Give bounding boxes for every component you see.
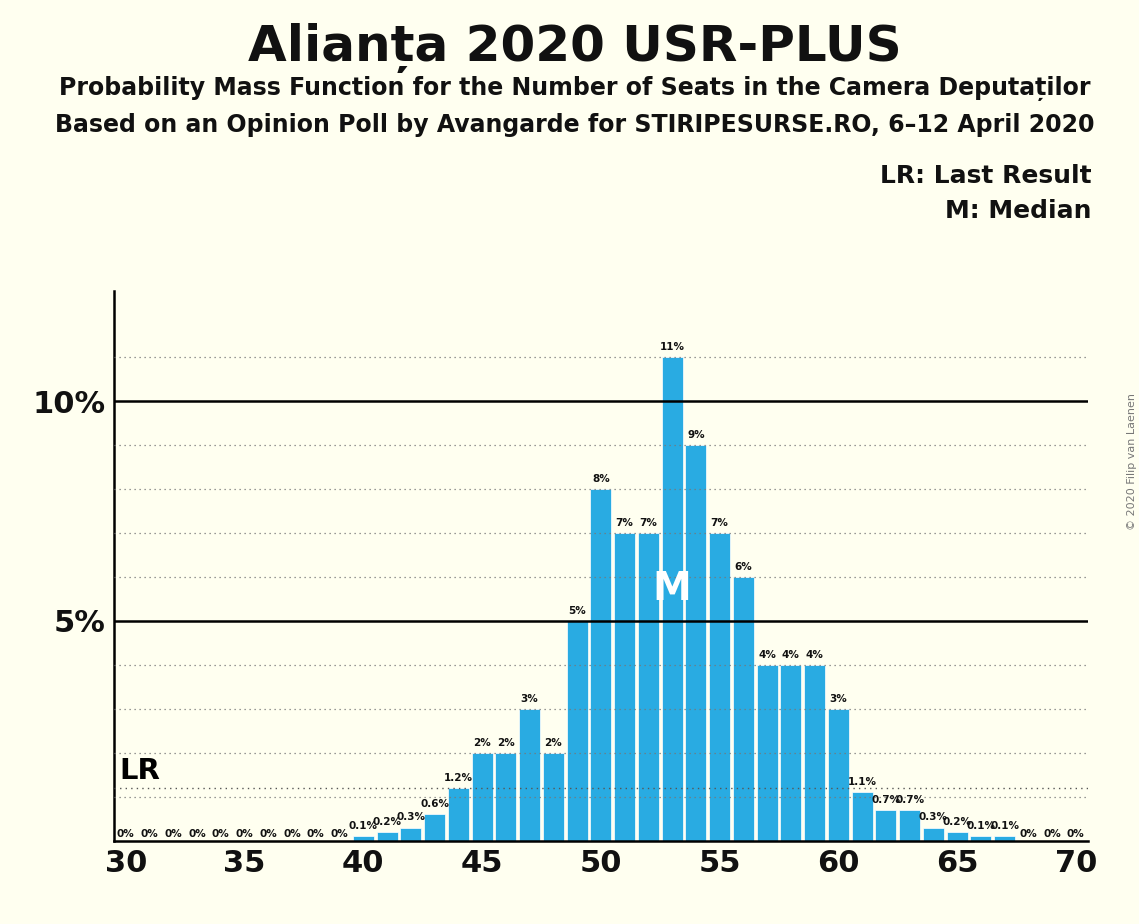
Text: M: Median: M: Median: [944, 199, 1091, 223]
Text: 2%: 2%: [497, 737, 515, 748]
Bar: [828, 709, 849, 841]
Text: 11%: 11%: [659, 342, 685, 352]
Text: Alianța 2020 USR-PLUS: Alianța 2020 USR-PLUS: [248, 23, 902, 73]
Text: 7%: 7%: [616, 517, 633, 528]
Text: Based on an Opinion Poll by Avangarde for STIRIPESURSE.RO, 6–12 April 2020: Based on an Opinion Poll by Avangarde fo…: [56, 113, 1095, 137]
Bar: [614, 533, 636, 841]
Text: 3%: 3%: [829, 694, 847, 703]
Bar: [400, 828, 421, 841]
Bar: [756, 665, 778, 841]
Bar: [804, 665, 825, 841]
Text: © 2020 Filip van Laenen: © 2020 Filip van Laenen: [1126, 394, 1137, 530]
Bar: [566, 621, 588, 841]
Text: 7%: 7%: [711, 517, 729, 528]
Text: 0%: 0%: [260, 829, 277, 839]
Text: 0%: 0%: [236, 829, 253, 839]
Bar: [448, 788, 469, 841]
Text: 8%: 8%: [592, 474, 609, 483]
Text: 1.2%: 1.2%: [444, 772, 473, 783]
Text: 0.7%: 0.7%: [895, 795, 924, 805]
Text: 9%: 9%: [687, 430, 705, 440]
Bar: [780, 665, 802, 841]
Text: LR: Last Result: LR: Last Result: [879, 164, 1091, 188]
Bar: [710, 533, 730, 841]
Text: 0%: 0%: [117, 829, 134, 839]
Text: 0%: 0%: [306, 829, 325, 839]
Bar: [472, 753, 492, 841]
Bar: [543, 753, 564, 841]
Text: 0.1%: 0.1%: [990, 821, 1019, 832]
Bar: [686, 445, 706, 841]
Text: Probability Mass Function for the Number of Seats in the Camera Deputaților: Probability Mass Function for the Number…: [59, 76, 1091, 101]
Text: 0%: 0%: [188, 829, 206, 839]
Text: 3%: 3%: [521, 694, 539, 703]
Text: 0%: 0%: [212, 829, 230, 839]
Text: 0%: 0%: [330, 829, 349, 839]
Bar: [662, 357, 682, 841]
Text: 4%: 4%: [805, 650, 823, 660]
Bar: [899, 810, 920, 841]
Bar: [732, 577, 754, 841]
Bar: [495, 753, 516, 841]
Text: 2%: 2%: [473, 737, 491, 748]
Bar: [852, 793, 872, 841]
Bar: [638, 533, 658, 841]
Bar: [876, 810, 896, 841]
Bar: [923, 828, 944, 841]
Text: 2%: 2%: [544, 737, 563, 748]
Bar: [424, 814, 445, 841]
Text: 0.7%: 0.7%: [871, 795, 901, 805]
Text: 0%: 0%: [284, 829, 301, 839]
Text: 0.2%: 0.2%: [372, 817, 402, 827]
Text: 0.1%: 0.1%: [349, 821, 378, 832]
Text: 0%: 0%: [164, 829, 182, 839]
Text: 0%: 0%: [140, 829, 158, 839]
Text: 0.3%: 0.3%: [919, 812, 948, 822]
Text: 0%: 0%: [1019, 829, 1038, 839]
Bar: [377, 832, 398, 841]
Bar: [970, 836, 991, 841]
Text: M: M: [653, 570, 691, 608]
Text: 1.1%: 1.1%: [847, 777, 877, 787]
Text: 0%: 0%: [1043, 829, 1062, 839]
Text: 5%: 5%: [568, 605, 585, 615]
Text: 4%: 4%: [781, 650, 800, 660]
Bar: [519, 709, 540, 841]
Bar: [353, 836, 374, 841]
Bar: [590, 489, 612, 841]
Text: 0.1%: 0.1%: [966, 821, 995, 832]
Text: 4%: 4%: [759, 650, 776, 660]
Text: 7%: 7%: [639, 517, 657, 528]
Bar: [994, 836, 1015, 841]
Text: LR: LR: [120, 757, 161, 785]
Text: 6%: 6%: [735, 562, 752, 572]
Bar: [947, 832, 967, 841]
Text: 0.2%: 0.2%: [943, 817, 972, 827]
Text: 0.3%: 0.3%: [396, 812, 425, 822]
Text: 0%: 0%: [1067, 829, 1084, 839]
Text: 0.6%: 0.6%: [420, 799, 449, 809]
